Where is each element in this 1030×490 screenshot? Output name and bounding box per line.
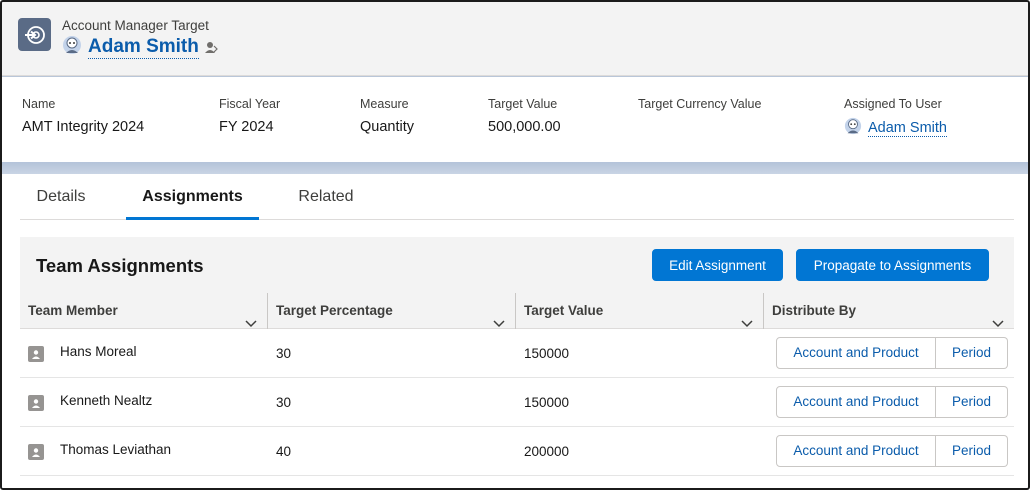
tab-related[interactable]: Related xyxy=(298,188,354,205)
column-header-label: Target Percentage xyxy=(276,303,393,318)
period-button[interactable]: Period xyxy=(936,386,1008,418)
column-divider xyxy=(515,293,516,329)
field-label: Fiscal Year xyxy=(219,97,281,111)
field-measure: Measure Quantity xyxy=(360,97,414,135)
panel-header: Team Assignments Edit Assignment Propaga… xyxy=(20,237,1014,293)
target-value-cell: 200000 xyxy=(524,444,570,459)
field-assigned-to-user: Assigned To User Adam Smith xyxy=(844,97,947,140)
distribute-by-button-group: Account and Product Period xyxy=(776,435,1008,467)
tab-details[interactable]: Details xyxy=(36,188,86,205)
tab-bar: Details Assignments Related xyxy=(20,174,1014,220)
account-and-product-button[interactable]: Account and Product xyxy=(776,337,936,369)
period-button[interactable]: Period xyxy=(936,337,1008,369)
team-assignments-panel: Team Assignments Edit Assignment Propaga… xyxy=(20,237,1014,488)
user-avatar-icon xyxy=(28,346,44,362)
field-value: 500,000.00 xyxy=(488,119,561,135)
propagate-to-assignments-button[interactable]: Propagate to Assignments xyxy=(796,249,989,281)
field-label: Target Value xyxy=(488,97,558,111)
target-arrow-icon xyxy=(18,18,51,51)
field-label: Name xyxy=(22,97,56,111)
field-name: Name AMT Integrity 2024 xyxy=(22,97,144,135)
table-header: Team Member Target Percentage Target Val… xyxy=(20,293,1014,329)
account-and-product-button[interactable]: Account and Product xyxy=(776,435,936,467)
team-member-name: Thomas Leviathan xyxy=(60,442,172,457)
chevron-down-icon[interactable] xyxy=(493,306,505,342)
column-header-target-percentage[interactable]: Target Percentage xyxy=(268,293,515,329)
record-title-link[interactable]: Adam Smith xyxy=(88,36,199,59)
record-title-row: Adam Smith xyxy=(62,35,218,60)
field-value: AMT Integrity 2024 xyxy=(22,119,145,135)
field-fiscal-year: Fiscal Year FY 2024 xyxy=(219,97,280,135)
field-target-value: Target Value 500,000.00 xyxy=(488,97,561,135)
target-value-cell: 150000 xyxy=(524,395,570,410)
column-header-target-value[interactable]: Target Value xyxy=(516,293,763,329)
astro-avatar-icon xyxy=(62,35,82,60)
highlights-panel: Name AMT Integrity 2024 Fiscal Year FY 2… xyxy=(2,77,1028,162)
table-row: Thomas Leviathan 40 200000 Account and P… xyxy=(20,427,1014,476)
column-header-label: Distribute By xyxy=(772,303,857,318)
column-divider xyxy=(267,293,268,329)
assigned-user-link[interactable]: Adam Smith xyxy=(868,120,947,137)
decorative-band xyxy=(2,162,1028,174)
target-percentage-cell: 30 xyxy=(276,346,292,361)
column-header-label: Team Member xyxy=(28,303,118,318)
tab-assignments[interactable]: Assignments xyxy=(126,174,259,220)
account-and-product-button[interactable]: Account and Product xyxy=(776,386,936,418)
column-header-team-member[interactable]: Team Member xyxy=(20,293,267,329)
table-row: Hans Moreal 30 150000 Account and Produc… xyxy=(20,329,1014,378)
table-row: Kenneth Nealtz 30 150000 Account and Pro… xyxy=(20,378,1014,427)
column-divider xyxy=(763,293,764,329)
target-percentage-cell: 40 xyxy=(276,444,292,459)
object-type-label: Account Manager Target xyxy=(62,18,209,33)
field-label: Assigned To User xyxy=(844,97,942,111)
field-target-currency-value: Target Currency Value xyxy=(638,97,761,119)
field-value: Quantity xyxy=(360,119,414,135)
user-avatar-icon xyxy=(28,395,44,411)
record-body: Details Assignments Related Team Assignm… xyxy=(2,174,1028,488)
chevron-down-icon[interactable] xyxy=(992,306,1004,342)
field-label: Target Currency Value xyxy=(638,97,762,111)
period-button[interactable]: Period xyxy=(936,435,1008,467)
user-avatar-icon xyxy=(28,444,44,460)
column-header-distribute-by[interactable]: Distribute By xyxy=(764,293,1014,329)
distribute-by-button-group: Account and Product Period xyxy=(776,386,1008,418)
field-value: FY 2024 xyxy=(219,119,274,135)
astro-avatar-icon xyxy=(844,117,862,140)
team-member-name: Kenneth Nealtz xyxy=(60,393,153,408)
field-label: Measure xyxy=(360,97,409,111)
chevron-down-icon[interactable] xyxy=(245,306,257,342)
team-member-name: Hans Moreal xyxy=(60,344,137,359)
change-owner-icon[interactable] xyxy=(204,40,218,59)
assigned-user-link-row: Adam Smith xyxy=(844,117,947,140)
panel-title: Team Assignments xyxy=(36,255,204,276)
edit-assignment-button[interactable]: Edit Assignment xyxy=(652,249,783,281)
target-percentage-cell: 30 xyxy=(276,395,292,410)
chevron-down-icon[interactable] xyxy=(741,306,753,342)
column-header-label: Target Value xyxy=(524,303,604,318)
record-header: Account Manager Target Adam Smith xyxy=(2,2,1028,76)
distribute-by-button-group: Account and Product Period xyxy=(776,337,1008,369)
target-value-cell: 150000 xyxy=(524,346,570,361)
